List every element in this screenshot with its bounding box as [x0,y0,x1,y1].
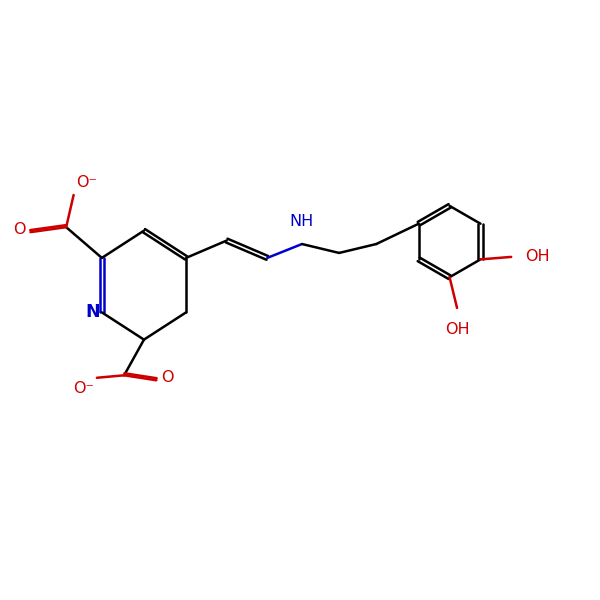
Text: O⁻: O⁻ [73,381,94,396]
Text: O: O [161,370,173,385]
Text: NH: NH [290,214,314,229]
Text: N: N [86,304,100,322]
Text: O⁻: O⁻ [77,175,98,190]
Text: OH: OH [445,322,469,337]
Text: OH: OH [525,250,550,265]
Text: O: O [13,222,26,237]
